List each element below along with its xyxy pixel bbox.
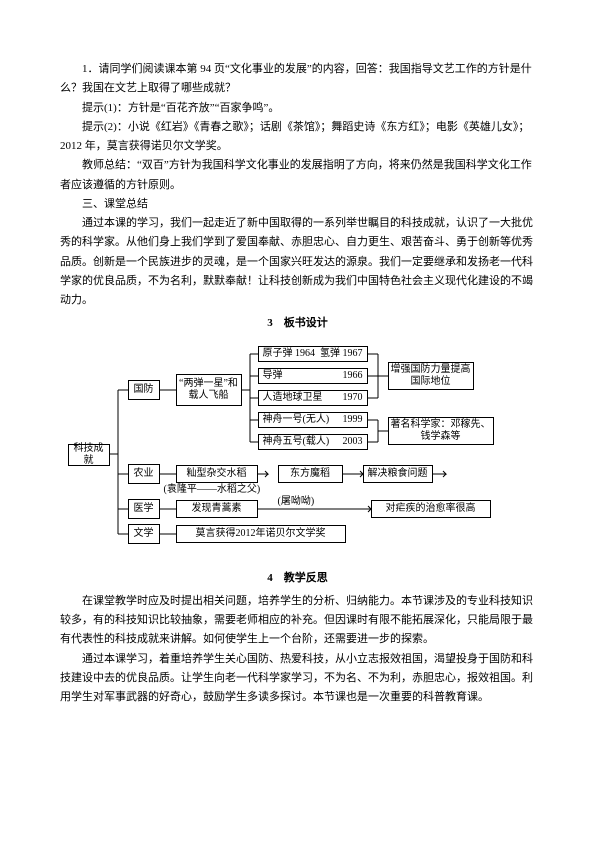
summary-paragraph: 通过本课的学习，我们一起走近了新中国取得的一系列举世瞩目的科技成就，认识了一大批…	[60, 214, 535, 310]
hint-2: 提示(2)：小说《红岩》《青春之歌》；话剧《茶馆》；舞蹈史诗《东方红》；电影《英…	[60, 118, 535, 157]
row-shenzhou1: 神舟一号(无人)1999	[258, 412, 368, 428]
label-yuan-longping: (袁隆平——水稻之父)	[164, 484, 261, 496]
board-design-heading: 3 板书设计	[60, 314, 535, 333]
node-literature: 文学	[128, 524, 160, 544]
node-food-problem: 解决粮食问题	[363, 465, 433, 483]
teacher-summary: 教师总结：“双百”方针为我国科学文化事业的发展指明了方向，将来仍然是我国科学文化…	[60, 156, 535, 195]
section-3-heading: 三、课堂总结	[60, 195, 535, 214]
hint-1: 提示(1)：方针是“百花齐放”“百家争鸣”。	[60, 99, 535, 118]
reflection-p1: 在课堂教学时应及时提出相关问题，培养学生的分析、归纳能力。本节课涉及的专业科技知…	[60, 592, 535, 650]
node-hybrid-rice: 籼型杂交水稻	[176, 465, 258, 483]
node-moyan-nobel: 莫言获得2012年诺贝尔文学奖	[176, 525, 346, 543]
reflection-p2: 通过本课学习，着重培养学生关心国防、热爱科技，从小立志报效祖国，渴望投身于国防和…	[60, 650, 535, 708]
node-defense: 国防	[128, 380, 160, 400]
node-agriculture: 农业	[128, 464, 160, 484]
board-diagram: 科技成就 国防 农业 医学 文学 “两弹一星”和载人飞船 原子弹 1964氢弹 …	[68, 344, 528, 559]
node-magic-rice: 东方魔稻	[278, 465, 343, 483]
row-satellite: 人造地球卫星1970	[258, 390, 368, 406]
node-medicine: 医学	[128, 499, 160, 519]
node-two-bombs: “两弹一星”和载人飞船	[176, 374, 242, 406]
node-malaria-cure: 对疟疾的治愈率很高	[371, 500, 491, 518]
label-tu-youyou: (屠呦呦)	[278, 496, 315, 508]
node-root: 科技成就	[68, 444, 110, 466]
node-artemisinin: 发现青蒿素	[176, 500, 258, 518]
question-1: 1．请同学们阅读课本第 94 页“文化事业的发展”的内容，回答：我国指导文艺工作…	[60, 60, 535, 99]
reflection-heading: 4 教学反思	[60, 569, 535, 588]
row-atom-hydrogen: 原子弹 1964氢弹 1967	[258, 346, 368, 362]
row-shenzhou5: 神舟五号(载人)2003	[258, 434, 368, 450]
row-missile: 导弹1966	[258, 368, 368, 384]
out-defense-power: 增强国防力量提高国际地位	[388, 362, 474, 390]
out-scientists: 著名科学家：邓稼先、钱学森等	[388, 417, 494, 445]
